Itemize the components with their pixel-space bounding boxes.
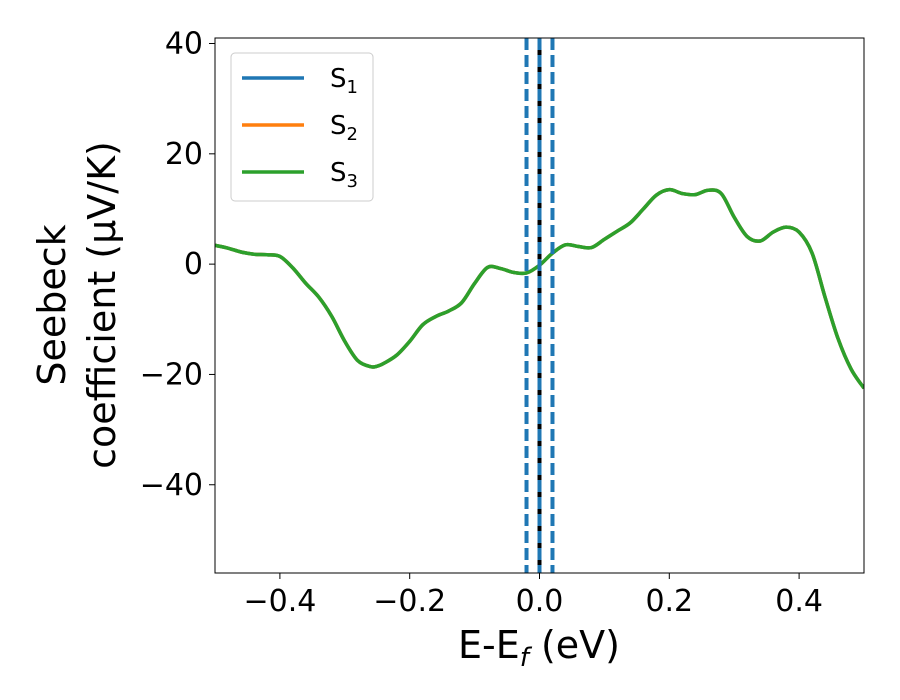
plot-area	[215, 38, 864, 573]
y-tick-label: −20	[140, 357, 203, 392]
y-axis-title-line2: coefficient (μV/K)	[80, 141, 124, 469]
x-tick-label: −0.4	[243, 584, 316, 619]
legend-label-s1: S1	[330, 64, 358, 98]
series-line-s3	[215, 187, 864, 390]
y-tick-label: 20	[165, 137, 203, 172]
legend-label-s2: S2	[330, 111, 358, 145]
legend-label-s3: S3	[330, 158, 358, 192]
x-tick-label: −0.2	[373, 584, 446, 619]
legend: S1 S2 S3	[230, 52, 374, 202]
legend-box	[230, 52, 374, 202]
y-tick-label: −40	[140, 468, 203, 503]
x-tick-label: 0.2	[645, 584, 693, 619]
y-tick-label: 40	[165, 27, 203, 62]
y-tick-label: 0	[184, 247, 203, 282]
x-tick-label: 0.0	[516, 584, 564, 619]
x-axis-title: E-Ef (eV)	[458, 623, 620, 673]
x-tick-label: 0.4	[775, 584, 823, 619]
axis-ticks: −0.4 −0.2 0.0 0.2 0.4 −40 −20 0 20 40	[140, 27, 823, 619]
y-axis-title-line1: Seebeck	[30, 224, 74, 385]
